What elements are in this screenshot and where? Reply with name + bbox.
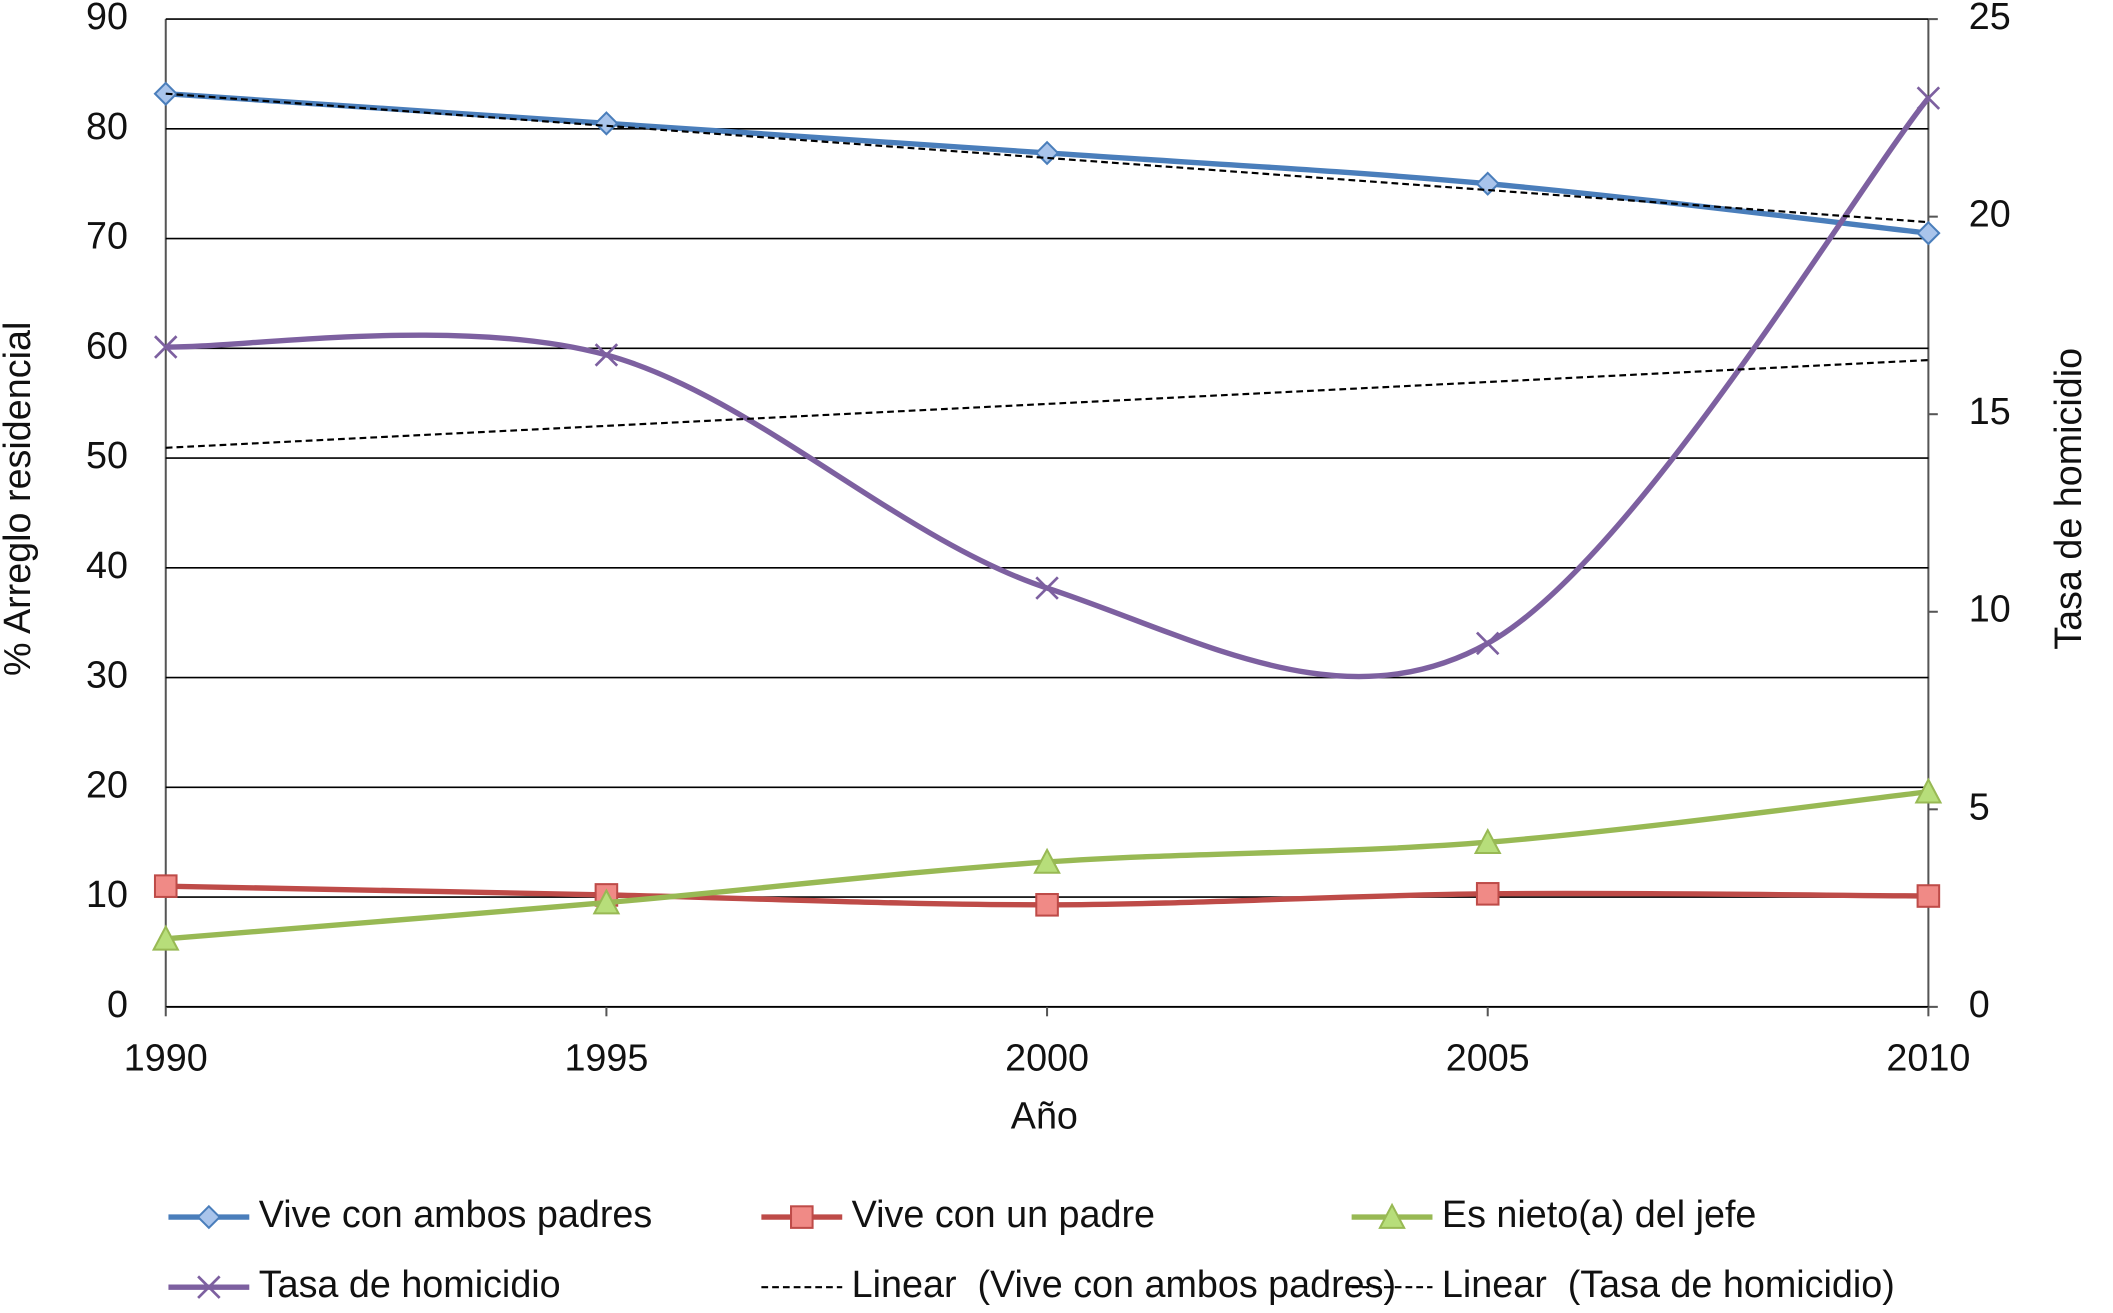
marker — [592, 888, 621, 915]
series — [151, 777, 1943, 951]
x-axis-title: Año — [1011, 1095, 1078, 1137]
y-tick-label: 30 — [86, 654, 128, 696]
marker — [594, 111, 619, 136]
y2-tick-label: 10 — [1969, 588, 2011, 630]
y-tick-label: 70 — [86, 215, 128, 257]
y2-tick-label: 0 — [1969, 983, 1990, 1025]
legend-item: Vive con ambos padres — [168, 1193, 652, 1235]
x-tick-label: 2000 — [1005, 1037, 1089, 1079]
marker — [1034, 140, 1060, 166]
x-tick-label: 1990 — [124, 1037, 208, 1079]
marker — [154, 335, 178, 359]
legend-label: Es nieto(a) del jefe — [1442, 1193, 1757, 1235]
y-tick-label: 20 — [86, 763, 128, 805]
series — [154, 86, 1941, 680]
y-tick-label: 0 — [107, 983, 128, 1025]
y-tick-label: 60 — [86, 324, 128, 366]
series — [153, 874, 1941, 917]
legend-label: Tasa de homicidio — [259, 1263, 561, 1305]
x-tick-label: 2005 — [1446, 1037, 1530, 1079]
legend-item: Linear (Tasa de homicidio) — [1351, 1263, 1895, 1305]
y-axis-title: % Arreglo residencial — [0, 322, 38, 676]
line — [165, 96, 1931, 680]
y-tick-label: 90 — [86, 0, 128, 37]
trend-line — [165, 358, 1929, 449]
y2-tick-label: 25 — [1969, 0, 2011, 37]
marker — [1475, 631, 1500, 656]
legend-item: Tasa de homicidio — [168, 1263, 561, 1305]
x-tick-label: 2010 — [1886, 1037, 1970, 1079]
legend-marker — [196, 1204, 222, 1230]
legend-label: Linear (Vive con ambos padres) — [852, 1263, 1396, 1305]
legend-item: Vive con un padre — [761, 1193, 1155, 1235]
y-tick-label: 40 — [86, 544, 128, 586]
legend-marker — [197, 1275, 221, 1299]
y-tick-label: 80 — [86, 105, 128, 147]
y-tick-label: 10 — [86, 873, 128, 915]
marker — [151, 924, 180, 951]
marker — [594, 343, 619, 367]
legend-item: Linear (Vive con ambos padres) — [761, 1263, 1396, 1305]
series — [165, 92, 1929, 224]
marker — [1035, 576, 1059, 600]
marker — [1033, 847, 1061, 874]
trend-line — [165, 92, 1929, 224]
marker — [1475, 882, 1500, 906]
legend-label: Linear (Tasa de homicidio) — [1442, 1263, 1895, 1305]
legend-label: Vive con ambos padres — [259, 1193, 653, 1235]
legend-item: Es nieto(a) del jefe — [1351, 1193, 1757, 1235]
marker — [1916, 884, 1941, 908]
x-tick-label: 1995 — [564, 1037, 648, 1079]
legend-marker — [1378, 1202, 1406, 1229]
y2-tick-label: 20 — [1969, 193, 2011, 235]
marker — [1916, 220, 1941, 246]
legend-label: Vive con un padre — [852, 1193, 1155, 1235]
y2-tick-label: 5 — [1969, 785, 1990, 827]
marker — [1914, 777, 1943, 804]
series — [165, 358, 1929, 449]
legend-marker — [790, 1205, 814, 1229]
marker — [1473, 827, 1502, 855]
marker — [153, 874, 178, 898]
marker — [1475, 171, 1500, 196]
marker — [1035, 893, 1059, 917]
y2-tick-label: 15 — [1969, 390, 2011, 432]
marker — [153, 81, 178, 106]
y2-axis-title: Tasa de homicidio — [2047, 348, 2089, 650]
y-tick-label: 50 — [86, 434, 128, 476]
series — [153, 81, 1941, 246]
marker — [1916, 86, 1941, 110]
